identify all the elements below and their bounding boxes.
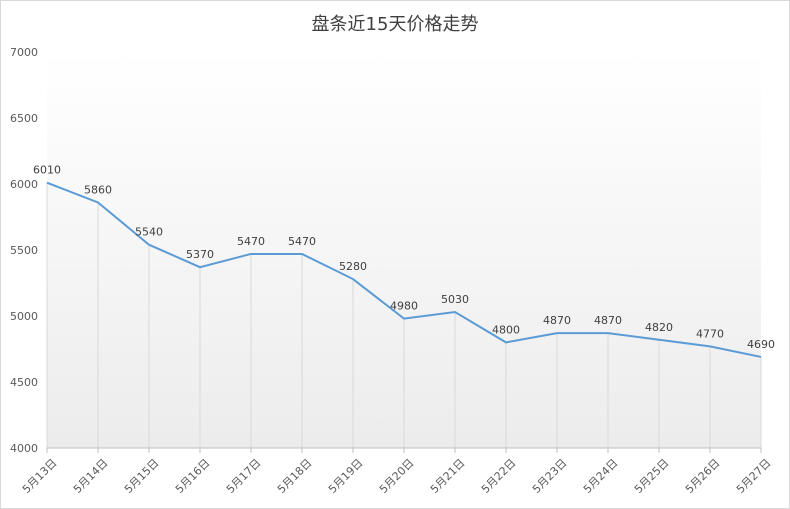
y-tick-label: 5500 bbox=[10, 244, 38, 257]
x-tick-label: 5月13日 bbox=[20, 456, 60, 496]
y-tick-label: 5000 bbox=[10, 310, 38, 323]
data-label: 4980 bbox=[390, 300, 418, 313]
x-tick-label: 5月23日 bbox=[530, 456, 570, 496]
x-tick-label: 5月20日 bbox=[377, 456, 417, 496]
x-tick-label: 5月26日 bbox=[683, 456, 723, 496]
data-label: 4770 bbox=[696, 327, 724, 340]
x-tick-label: 5月25日 bbox=[632, 456, 672, 496]
x-tick-label: 5月19日 bbox=[326, 456, 366, 496]
y-tick-label: 7000 bbox=[10, 46, 38, 59]
data-label: 5470 bbox=[237, 235, 265, 248]
price-line bbox=[46, 181, 762, 358]
x-tick-label: 5月21日 bbox=[428, 456, 468, 496]
x-tick-label: 5月27日 bbox=[734, 456, 774, 496]
data-label: 4690 bbox=[747, 338, 775, 351]
data-label: 4870 bbox=[594, 314, 622, 327]
data-label: 6010 bbox=[33, 164, 61, 177]
x-tick-label: 5月22日 bbox=[479, 456, 519, 496]
data-label: 4820 bbox=[645, 321, 673, 334]
data-label: 5860 bbox=[84, 183, 112, 196]
x-tick-label: 5月14日 bbox=[71, 456, 111, 496]
data-label: 5370 bbox=[186, 248, 214, 261]
data-label: 4870 bbox=[543, 314, 571, 327]
x-tick-label: 5月16日 bbox=[173, 456, 213, 496]
data-label: 5540 bbox=[135, 226, 163, 239]
y-tick-label: 4500 bbox=[10, 376, 38, 389]
x-tick-label: 5月24日 bbox=[581, 456, 621, 496]
data-label: 4800 bbox=[492, 323, 520, 336]
x-tick-label: 5月15日 bbox=[122, 456, 162, 496]
x-tick-label: 5月18日 bbox=[275, 456, 315, 496]
data-label: 5030 bbox=[441, 293, 469, 306]
data-label: 5280 bbox=[339, 260, 367, 273]
chart-title: 盘条近15天价格走势 bbox=[311, 14, 479, 35]
x-tick-label: 5月17日 bbox=[224, 456, 264, 496]
y-tick-label: 6500 bbox=[10, 112, 38, 125]
y-tick-label: 6000 bbox=[10, 178, 38, 191]
data-label: 5470 bbox=[288, 235, 316, 248]
y-tick-label: 4000 bbox=[10, 442, 38, 455]
